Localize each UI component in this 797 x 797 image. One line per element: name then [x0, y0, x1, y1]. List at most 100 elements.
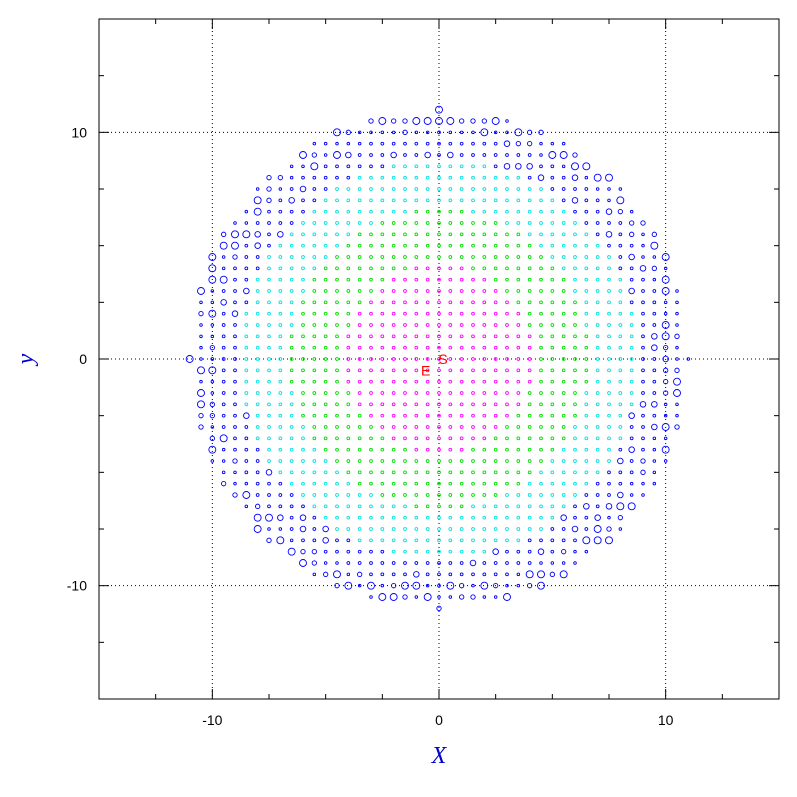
data-point — [208, 253, 217, 261]
data-point — [423, 593, 432, 601]
data-point — [652, 323, 657, 327]
data-point — [425, 549, 430, 554]
data-point — [312, 413, 317, 418]
data-point — [380, 425, 385, 429]
data-point — [561, 232, 566, 237]
data-point — [561, 209, 566, 214]
data-point — [675, 323, 679, 327]
data-point — [641, 436, 645, 441]
data-point — [346, 425, 351, 429]
data-point — [346, 266, 351, 271]
data-point — [482, 141, 487, 146]
data-point — [322, 525, 329, 533]
data-point — [505, 232, 509, 237]
data-point — [403, 470, 407, 475]
data-point — [448, 493, 453, 497]
data-point — [346, 209, 351, 214]
data-point — [255, 289, 260, 293]
data-point — [278, 527, 283, 531]
data-point — [288, 197, 295, 204]
data-point — [539, 538, 543, 543]
data-point — [244, 379, 249, 384]
data-point — [335, 209, 339, 214]
data-point — [437, 391, 441, 395]
data-point — [516, 153, 521, 157]
data-point — [663, 266, 668, 271]
data-point — [437, 311, 441, 316]
data-point — [335, 402, 339, 407]
data-point — [459, 538, 464, 543]
data-point — [437, 470, 441, 475]
data-point — [425, 232, 430, 237]
data-point — [312, 221, 317, 225]
data-point — [618, 345, 623, 350]
data-point — [618, 413, 623, 418]
data-point — [244, 368, 249, 373]
data-point — [595, 198, 600, 203]
data-point — [652, 391, 657, 395]
data-point — [369, 334, 373, 339]
data-point — [369, 243, 373, 248]
data-point — [595, 379, 600, 384]
data-point — [323, 311, 328, 316]
data-point — [584, 425, 589, 429]
data-point — [199, 300, 203, 305]
data-point — [414, 379, 419, 384]
data-point — [516, 549, 521, 554]
data-point — [505, 436, 509, 441]
data-point — [651, 401, 658, 408]
data-point — [539, 187, 543, 191]
data-point — [299, 185, 307, 193]
data-point — [482, 175, 487, 180]
data-point — [414, 425, 419, 429]
data-point — [663, 379, 669, 385]
data-point — [369, 402, 373, 407]
data-point — [550, 515, 555, 520]
data-point — [437, 345, 441, 350]
y-tick-label: -10 — [67, 578, 87, 594]
data-point — [289, 402, 294, 407]
data-point — [539, 493, 543, 497]
data-point — [538, 129, 544, 135]
data-point — [493, 459, 498, 463]
data-point — [414, 413, 419, 418]
data-point — [335, 538, 339, 543]
data-point — [437, 334, 441, 339]
data-point — [607, 345, 611, 350]
data-point — [505, 368, 509, 373]
data-point — [267, 300, 271, 305]
data-point — [221, 289, 226, 293]
data-point — [505, 504, 509, 509]
data-point — [595, 391, 600, 395]
data-point — [391, 311, 396, 316]
data-point — [573, 447, 577, 452]
data-point — [244, 357, 249, 361]
data-point — [369, 493, 373, 497]
data-point — [561, 323, 566, 327]
data-point — [357, 571, 363, 577]
data-point — [380, 209, 385, 214]
data-point — [425, 493, 430, 497]
data-point — [414, 187, 419, 191]
data-point — [244, 447, 249, 452]
data-point — [380, 289, 385, 293]
data-point — [571, 197, 579, 204]
data-point — [584, 402, 589, 407]
data-point — [357, 357, 362, 361]
data-point — [641, 345, 645, 350]
data-point — [210, 357, 215, 361]
data-point — [471, 447, 475, 452]
data-point — [425, 379, 430, 384]
data-point — [323, 277, 328, 282]
data-point — [505, 311, 509, 316]
data-point — [391, 583, 397, 589]
data-point — [493, 493, 498, 497]
data-point — [607, 470, 611, 475]
data-point — [459, 379, 464, 384]
data-point — [346, 221, 351, 225]
data-point — [323, 141, 328, 146]
data-point — [414, 243, 419, 248]
data-point — [482, 391, 487, 395]
data-point — [661, 253, 670, 261]
data-point — [312, 289, 317, 293]
